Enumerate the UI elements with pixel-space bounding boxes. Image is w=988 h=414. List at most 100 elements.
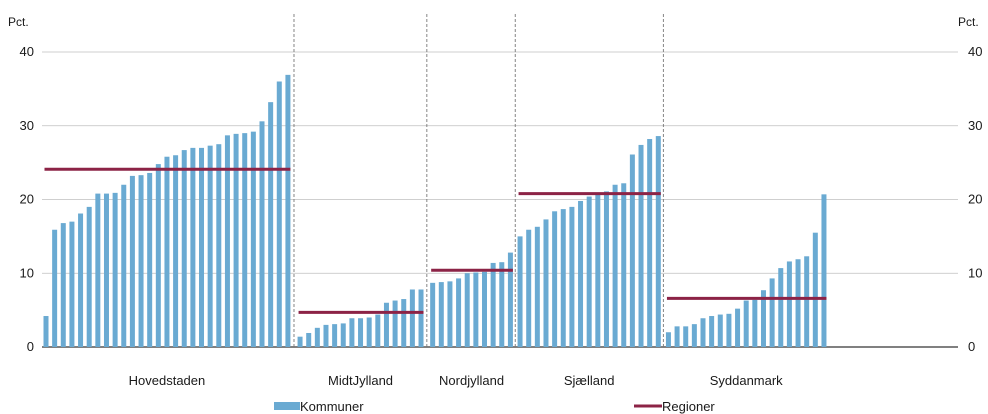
bar [121, 184, 127, 347]
legend-swatch-kommuner [274, 402, 300, 410]
bar [638, 144, 644, 347]
bar [112, 192, 118, 347]
bar [418, 289, 424, 347]
bar [760, 290, 766, 347]
bar [517, 236, 523, 348]
bar [250, 131, 256, 347]
bar [717, 314, 723, 347]
bar [340, 323, 346, 347]
bar [69, 221, 75, 348]
bar [297, 336, 303, 347]
bar [259, 121, 265, 347]
bar [752, 299, 758, 347]
region-label: Nordjylland [439, 373, 504, 388]
bar [743, 300, 749, 347]
left-tick-label: 40 [20, 44, 34, 59]
bar [314, 327, 320, 347]
left-axis-unit: Pct. [8, 15, 29, 29]
bar [482, 271, 487, 347]
bar [332, 324, 338, 347]
bar [812, 232, 818, 347]
region-labels: Hovedstaden MidtJylland Nordjylland Sjællan… [129, 373, 784, 388]
bar [786, 261, 792, 347]
bar [207, 145, 213, 347]
left-tick-label: 10 [20, 265, 34, 280]
bar [392, 300, 398, 347]
bar [691, 324, 697, 347]
bar [366, 317, 372, 347]
region-label: Syddanmark [710, 373, 783, 388]
bar [60, 223, 66, 347]
left-tick-label: 30 [20, 118, 34, 133]
bar [447, 281, 453, 347]
bar [735, 308, 741, 347]
region-dividers [293, 14, 664, 347]
bar [612, 184, 618, 347]
bar [821, 194, 827, 347]
right-tick-label: 40 [968, 44, 982, 59]
bar [224, 135, 230, 347]
bar [86, 206, 92, 348]
bar [129, 175, 135, 347]
bar [438, 282, 444, 347]
bar [603, 191, 609, 347]
bar [473, 272, 479, 347]
bar [155, 164, 161, 347]
bar [655, 136, 661, 347]
bar [683, 326, 689, 347]
right-tick-label: 20 [968, 192, 982, 207]
left-tick-label: 20 [20, 192, 34, 207]
bar [285, 74, 291, 348]
bar [795, 259, 801, 347]
bar-series-kommuner [43, 74, 827, 348]
axes: Pct. Pct. 0 0 10 10 20 20 30 30 40 40 [8, 15, 982, 354]
bar [78, 213, 84, 347]
bar [409, 289, 415, 347]
bar [383, 302, 389, 347]
bar [306, 332, 312, 347]
legend: Kommuner Regioner [274, 399, 715, 414]
bar [173, 155, 179, 347]
right-tick-label: 30 [968, 118, 982, 133]
bar [586, 196, 592, 347]
bar [778, 268, 784, 347]
bar [190, 147, 196, 348]
bar [526, 229, 532, 347]
bar [233, 133, 239, 347]
bar [647, 139, 653, 347]
bar [595, 194, 601, 347]
bar [216, 144, 222, 347]
bar [578, 200, 584, 347]
bar [534, 226, 540, 347]
bar [401, 299, 407, 347]
bar [499, 262, 505, 347]
bar [430, 282, 436, 347]
bar [490, 262, 496, 347]
bar [375, 314, 381, 347]
bar [507, 252, 513, 347]
line-series-regioner [44, 167, 827, 314]
bar [552, 211, 558, 347]
bar [543, 219, 549, 347]
bar [199, 147, 205, 348]
bar [569, 206, 575, 348]
bar [43, 316, 49, 347]
bar [95, 193, 101, 347]
bar [560, 209, 566, 347]
right-axis-unit: Pct. [958, 15, 979, 29]
bar [164, 156, 170, 347]
bar [138, 175, 144, 347]
right-tick-label: 10 [968, 265, 982, 280]
bar [629, 154, 635, 347]
bar [52, 229, 58, 347]
bar [464, 273, 470, 347]
bar [181, 150, 187, 347]
bar [709, 316, 715, 347]
bar [726, 313, 732, 347]
right-tick-label: 0 [968, 339, 975, 354]
bar [665, 332, 671, 347]
bar [147, 172, 153, 347]
bar [268, 102, 274, 348]
bar [276, 81, 282, 347]
